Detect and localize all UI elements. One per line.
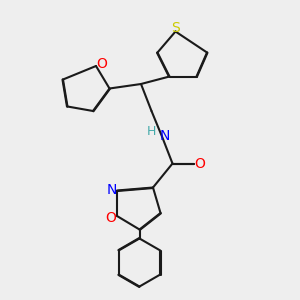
Text: O: O (96, 58, 107, 71)
Text: N: N (106, 184, 117, 197)
Text: O: O (106, 211, 116, 224)
Text: S: S (171, 21, 180, 35)
Text: H: H (147, 125, 156, 139)
Text: O: O (195, 157, 206, 170)
Text: N: N (160, 130, 170, 143)
